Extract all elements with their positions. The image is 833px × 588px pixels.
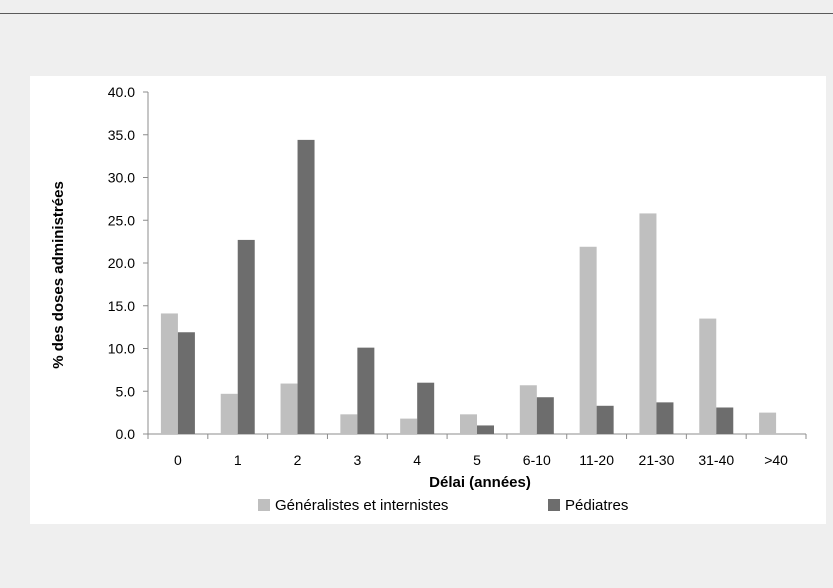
- y-tick-label: 10.0: [108, 341, 135, 357]
- bar-generalistes: [639, 213, 657, 434]
- legend-label: Pédiatres: [565, 497, 628, 514]
- bar-pediatres: [237, 239, 255, 434]
- y-tick-label: 20.0: [108, 255, 135, 271]
- legend-swatch: [548, 499, 560, 511]
- x-tick-label: 1: [234, 452, 242, 468]
- y-tick-label: 25.0: [108, 212, 135, 228]
- y-tick-label: 15.0: [108, 298, 135, 314]
- bar-generalistes: [579, 246, 597, 434]
- bar-pediatres: [177, 332, 195, 434]
- bar-generalistes: [699, 318, 717, 434]
- x-tick-label: >40: [764, 452, 788, 468]
- y-tick-label: 30.0: [108, 170, 135, 186]
- chart-panel: 0.0 5.0 10.0 15.0 20.0 25.0 30.0 35.0 40.0 0 1 2 3 4 5…: [30, 76, 826, 524]
- bar-pediatres: [596, 405, 614, 434]
- bar-chart: 0.0 5.0 10.0 15.0 20.0 25.0 30.0 35.0 40.0 0 1 2 3 4 5…: [50, 84, 807, 514]
- x-tick-label: 0: [174, 452, 182, 468]
- bar-generalistes: [460, 414, 477, 434]
- bar-pediatres: [716, 407, 734, 434]
- bar-generalistes: [340, 414, 358, 434]
- bar-pediatres: [417, 382, 435, 434]
- x-tick-label: 6-10: [523, 452, 551, 468]
- bar-generalistes: [759, 412, 777, 434]
- bar-pediatres: [656, 402, 674, 434]
- x-tick-label: 3: [353, 452, 361, 468]
- bar-generalistes: [280, 383, 298, 434]
- bar-generalistes: [160, 313, 178, 434]
- x-tick-label: 4: [413, 452, 421, 468]
- y-tick-label: 0.0: [116, 426, 136, 442]
- legend-label: Généralistes et internistes: [275, 497, 448, 514]
- x-tick-label: 31-40: [698, 452, 734, 468]
- x-tick-label: 5: [473, 452, 481, 468]
- legend-swatch: [258, 499, 270, 511]
- y-tick-label: 5.0: [116, 383, 136, 399]
- y-tick-label: 40.0: [108, 84, 135, 100]
- bar-pediatres: [477, 425, 494, 434]
- y-tick-label: 35.0: [108, 127, 135, 143]
- bar-generalistes: [519, 385, 537, 434]
- top-divider: [0, 13, 833, 14]
- x-tick-label: 21-30: [639, 452, 675, 468]
- bar-pediatres: [297, 139, 315, 434]
- y-axis-title: % des doses administrées: [50, 181, 67, 369]
- bar-pediatres: [536, 397, 554, 434]
- x-tick-label: 2: [294, 452, 302, 468]
- bar-pediatres: [357, 347, 375, 434]
- bar-generalistes: [400, 418, 418, 434]
- x-tick-label: 11-20: [579, 452, 614, 468]
- bar-generalistes: [220, 393, 238, 434]
- x-axis-title: Délai (années): [429, 474, 531, 491]
